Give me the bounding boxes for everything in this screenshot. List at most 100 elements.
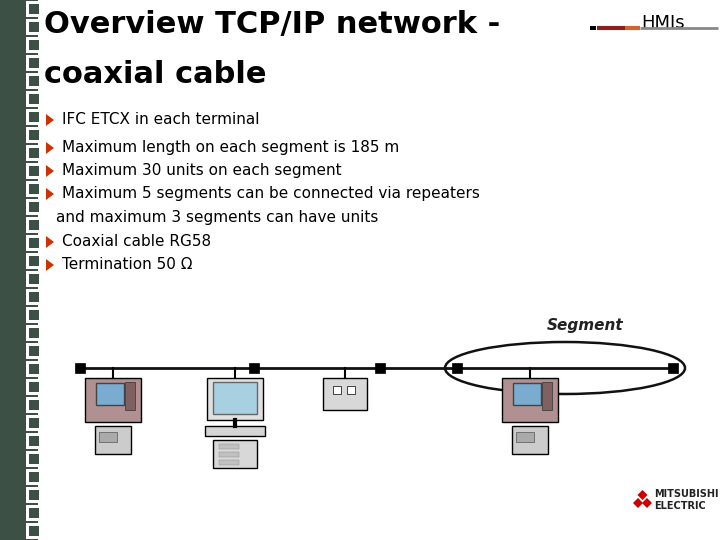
Bar bbox=[219, 444, 239, 449]
Bar bbox=[2, 310, 10, 318]
Bar bbox=[2, 202, 10, 210]
Bar bbox=[26, 307, 42, 323]
Bar bbox=[26, 487, 42, 503]
Bar bbox=[2, 184, 10, 192]
Bar bbox=[2, 418, 10, 426]
Bar bbox=[26, 19, 42, 35]
Bar bbox=[2, 274, 10, 282]
Bar bbox=[29, 94, 39, 104]
Bar bbox=[516, 432, 534, 442]
Bar bbox=[2, 76, 10, 84]
Bar bbox=[2, 328, 10, 336]
Bar bbox=[213, 382, 257, 414]
Bar bbox=[333, 386, 341, 394]
Polygon shape bbox=[46, 188, 54, 200]
Polygon shape bbox=[46, 259, 54, 271]
Text: Maximum length on each segment is 185 m: Maximum length on each segment is 185 m bbox=[62, 140, 400, 155]
Bar bbox=[2, 130, 10, 138]
Bar bbox=[213, 440, 257, 468]
Bar bbox=[347, 386, 355, 394]
Bar bbox=[26, 55, 42, 71]
Bar bbox=[2, 112, 10, 120]
Bar bbox=[0, 0, 38, 540]
Bar bbox=[26, 451, 42, 467]
Text: HMIs: HMIs bbox=[642, 14, 685, 32]
Bar bbox=[96, 383, 124, 405]
Bar bbox=[29, 4, 39, 14]
Bar bbox=[29, 58, 39, 68]
Bar bbox=[29, 526, 39, 536]
Text: IFC ETCX in each terminal: IFC ETCX in each terminal bbox=[62, 112, 259, 127]
Bar bbox=[26, 127, 42, 143]
Bar bbox=[29, 130, 39, 140]
Bar bbox=[26, 415, 42, 431]
Bar bbox=[668, 363, 678, 373]
Bar bbox=[26, 289, 42, 305]
Bar bbox=[29, 40, 39, 50]
Bar bbox=[2, 526, 10, 534]
Bar bbox=[29, 400, 39, 410]
Bar bbox=[2, 220, 10, 228]
Bar bbox=[29, 454, 39, 464]
Bar bbox=[85, 378, 141, 422]
Bar bbox=[29, 328, 39, 338]
Polygon shape bbox=[46, 236, 54, 248]
Text: Coaxial cable RG58: Coaxial cable RG58 bbox=[62, 234, 211, 249]
Bar bbox=[26, 379, 42, 395]
Bar bbox=[2, 94, 10, 102]
Bar bbox=[26, 1, 42, 17]
Bar bbox=[29, 418, 39, 428]
Bar bbox=[29, 292, 39, 302]
Bar bbox=[2, 4, 10, 12]
Bar bbox=[26, 325, 42, 341]
Bar bbox=[2, 22, 10, 30]
Bar bbox=[29, 76, 39, 86]
Text: Overview TCP/IP network -: Overview TCP/IP network - bbox=[44, 10, 500, 39]
Bar bbox=[75, 363, 85, 373]
Bar bbox=[29, 202, 39, 212]
Bar bbox=[26, 505, 42, 521]
Bar bbox=[219, 452, 239, 457]
Bar bbox=[26, 37, 42, 53]
Bar bbox=[452, 363, 462, 373]
Text: and maximum 3 segments can have units: and maximum 3 segments can have units bbox=[56, 210, 379, 225]
Bar bbox=[125, 382, 135, 410]
Bar bbox=[29, 508, 39, 518]
Bar bbox=[26, 343, 42, 359]
Bar bbox=[2, 58, 10, 66]
Polygon shape bbox=[642, 498, 652, 508]
Bar bbox=[29, 346, 39, 356]
Bar bbox=[26, 361, 42, 377]
Bar bbox=[2, 166, 10, 174]
Bar bbox=[502, 378, 558, 422]
Bar bbox=[26, 163, 42, 179]
Bar bbox=[2, 382, 10, 390]
Bar bbox=[29, 472, 39, 482]
Bar bbox=[26, 73, 42, 89]
Bar bbox=[2, 40, 10, 48]
Polygon shape bbox=[633, 498, 643, 508]
Bar bbox=[29, 184, 39, 194]
Bar bbox=[2, 400, 10, 408]
Bar bbox=[512, 426, 548, 454]
Bar bbox=[26, 271, 42, 287]
Bar bbox=[2, 364, 10, 372]
Bar bbox=[2, 454, 10, 462]
Bar bbox=[26, 181, 42, 197]
Bar bbox=[29, 364, 39, 374]
Bar bbox=[95, 426, 131, 454]
Bar bbox=[2, 472, 10, 480]
Polygon shape bbox=[46, 165, 54, 177]
Bar bbox=[590, 26, 596, 30]
Bar bbox=[29, 112, 39, 122]
Bar bbox=[2, 256, 10, 264]
Bar bbox=[26, 199, 42, 215]
Bar bbox=[26, 145, 42, 161]
Bar bbox=[207, 378, 263, 420]
Bar bbox=[26, 397, 42, 413]
Bar bbox=[29, 274, 39, 284]
Text: Maximum 30 units on each segment: Maximum 30 units on each segment bbox=[62, 163, 341, 178]
Bar bbox=[2, 490, 10, 498]
Text: Maximum 5 segments can be connected via repeaters: Maximum 5 segments can be connected via … bbox=[62, 186, 480, 201]
Bar bbox=[26, 91, 42, 107]
